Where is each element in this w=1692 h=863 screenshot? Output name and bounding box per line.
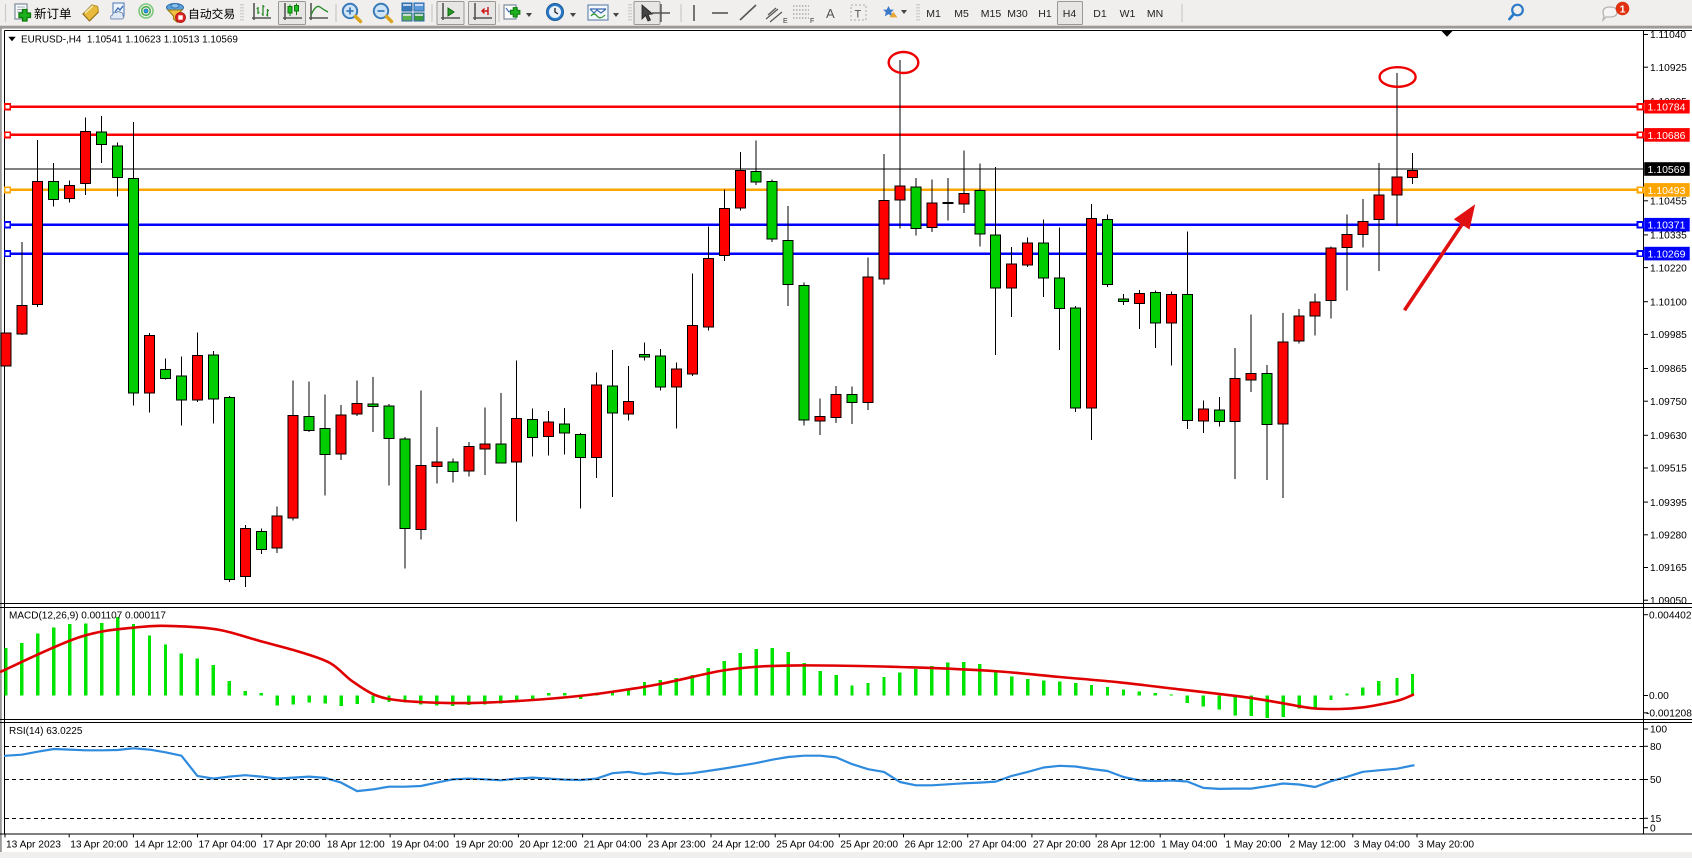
svg-text:0.004402: 0.004402 xyxy=(1649,610,1692,621)
svg-text:RSI(14) 63.0225: RSI(14) 63.0225 xyxy=(9,726,83,737)
svg-text:H4: H4 xyxy=(1063,8,1077,20)
svg-text:1 May 04:00: 1 May 04:00 xyxy=(1161,840,1217,851)
svg-text:W1: W1 xyxy=(1120,8,1136,20)
svg-text:1.10569: 1.10569 xyxy=(1648,164,1686,176)
svg-text:20 Apr 12:00: 20 Apr 12:00 xyxy=(519,840,577,851)
svg-text:H1: H1 xyxy=(1038,8,1052,20)
svg-text:1.09750: 1.09750 xyxy=(1650,397,1687,408)
svg-text:1.09515: 1.09515 xyxy=(1650,464,1687,475)
svg-text:1.10784: 1.10784 xyxy=(1648,102,1686,114)
svg-text:25 Apr 20:00: 25 Apr 20:00 xyxy=(840,840,898,851)
svg-text:15: 15 xyxy=(1650,814,1662,825)
svg-text:14 Apr 12:00: 14 Apr 12:00 xyxy=(134,840,192,851)
svg-text:1.09050: 1.09050 xyxy=(1650,596,1687,607)
svg-text:3 May 04:00: 3 May 04:00 xyxy=(1354,840,1410,851)
svg-text:1.09165: 1.09165 xyxy=(1650,563,1687,574)
svg-text:1.09395: 1.09395 xyxy=(1650,498,1687,509)
svg-text:23 Apr 23:00: 23 Apr 23:00 xyxy=(648,840,706,851)
svg-text:F: F xyxy=(810,18,814,25)
svg-text:1 May 20:00: 1 May 20:00 xyxy=(1225,840,1281,851)
svg-text:E: E xyxy=(783,18,788,25)
svg-text:1.11040: 1.11040 xyxy=(1650,30,1686,41)
svg-text:M1: M1 xyxy=(926,8,941,20)
svg-text:3 May 20:00: 3 May 20:00 xyxy=(1418,840,1474,851)
svg-text:27 Apr 04:00: 27 Apr 04:00 xyxy=(969,840,1027,851)
svg-text:21 Apr 04:00: 21 Apr 04:00 xyxy=(584,840,642,851)
svg-text:1.09630: 1.09630 xyxy=(1650,431,1687,442)
svg-text:1.09280: 1.09280 xyxy=(1650,531,1687,542)
svg-text:1.09985: 1.09985 xyxy=(1650,330,1687,341)
svg-text:M5: M5 xyxy=(954,8,969,20)
svg-text:24 Apr 12:00: 24 Apr 12:00 xyxy=(712,840,770,851)
svg-text:17 Apr 04:00: 17 Apr 04:00 xyxy=(199,840,257,851)
svg-text:28 Apr 12:00: 28 Apr 12:00 xyxy=(1097,840,1155,851)
svg-text:1.10220: 1.10220 xyxy=(1650,263,1687,274)
svg-text:26 Apr 12:00: 26 Apr 12:00 xyxy=(905,840,963,851)
svg-text:M15: M15 xyxy=(981,8,1002,20)
svg-text:1.10455: 1.10455 xyxy=(1650,197,1687,208)
svg-text:13 Apr 20:00: 13 Apr 20:00 xyxy=(70,840,128,851)
svg-text:1.10925: 1.10925 xyxy=(1650,63,1687,74)
svg-text:2 May 12:00: 2 May 12:00 xyxy=(1290,840,1346,851)
svg-text:1.10100: 1.10100 xyxy=(1650,297,1687,308)
svg-text:18 Apr 12:00: 18 Apr 12:00 xyxy=(327,840,385,851)
svg-text:80: 80 xyxy=(1650,742,1662,753)
svg-text:0.00: 0.00 xyxy=(1649,691,1669,702)
svg-text:1.10269: 1.10269 xyxy=(1648,249,1686,261)
svg-text:19 Apr 04:00: 19 Apr 04:00 xyxy=(391,840,449,851)
svg-text:1: 1 xyxy=(1620,3,1626,15)
svg-text:1.10371: 1.10371 xyxy=(1648,220,1686,232)
svg-text:1.09865: 1.09865 xyxy=(1650,364,1687,375)
svg-text:25 Apr 04:00: 25 Apr 04:00 xyxy=(776,840,834,851)
svg-text:M30: M30 xyxy=(1007,8,1028,20)
svg-text:EURUSD-,H4 1.10541 1.10623 1.: EURUSD-,H4 1.10541 1.10623 1.10513 1.105… xyxy=(21,35,238,46)
svg-text:19 Apr 20:00: 19 Apr 20:00 xyxy=(455,840,513,851)
svg-text:0: 0 xyxy=(1650,823,1656,834)
svg-text:T: T xyxy=(855,9,862,21)
svg-text:17 Apr 20:00: 17 Apr 20:00 xyxy=(263,840,321,851)
svg-text:-0.001208: -0.001208 xyxy=(1646,709,1692,720)
svg-text:100: 100 xyxy=(1650,725,1667,736)
svg-text:A: A xyxy=(826,6,835,21)
svg-text:27 Apr 20:00: 27 Apr 20:00 xyxy=(1033,840,1091,851)
svg-text:MACD(12,26,9) 0.001107 0.00011: MACD(12,26,9) 0.001107 0.000117 xyxy=(9,611,166,622)
svg-text:D1: D1 xyxy=(1093,8,1107,20)
svg-text:50: 50 xyxy=(1650,775,1662,786)
svg-text:1.10493: 1.10493 xyxy=(1648,185,1686,197)
svg-text:MN: MN xyxy=(1147,8,1163,20)
svg-text:1.10335: 1.10335 xyxy=(1650,231,1687,242)
svg-text:1.10686: 1.10686 xyxy=(1648,130,1686,142)
svg-text:13 Apr 2023: 13 Apr 2023 xyxy=(6,840,61,851)
